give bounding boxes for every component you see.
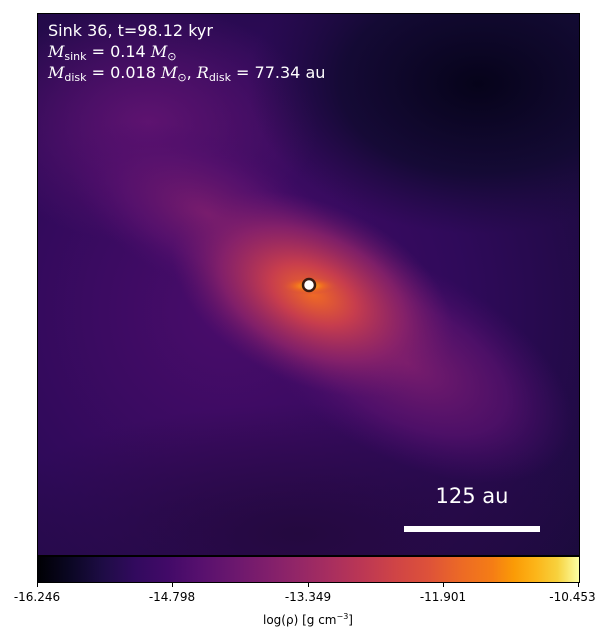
colorbar-tick-label: -13.349 [284,590,332,604]
colorbar-label: log(ρ) [g cm−3] [263,612,353,627]
colorbar-tick [443,583,444,587]
scale-bar-label: 125 au [435,484,509,508]
colorbar-tick-label: -16.246 [13,590,61,604]
density-image [38,14,579,555]
colorbar-tick [172,583,173,587]
disk-properties-label: Mdisk = 0.018 M⊙, Rdisk = 77.34 au [48,63,326,85]
density-map: Sink 36, t=98.12 kyr Msink = 0.14 M⊙ Mdi… [37,13,580,556]
colorbar-tick [37,583,38,587]
colorbar-tick [578,583,579,587]
colorbar-tick-label: -14.798 [148,590,196,604]
colorbar [37,556,580,583]
colorbar-tick [308,583,309,587]
colorbar-tick-label: -10.453 [549,590,596,604]
scale-bar [404,526,540,532]
colorbar-tick-label: -11.901 [419,590,467,604]
sink-title: Sink 36, t=98.12 kyr [48,21,213,40]
sink-mass-label: Msink = 0.14 M⊙ [48,42,177,64]
sink-particle-marker [301,277,317,293]
